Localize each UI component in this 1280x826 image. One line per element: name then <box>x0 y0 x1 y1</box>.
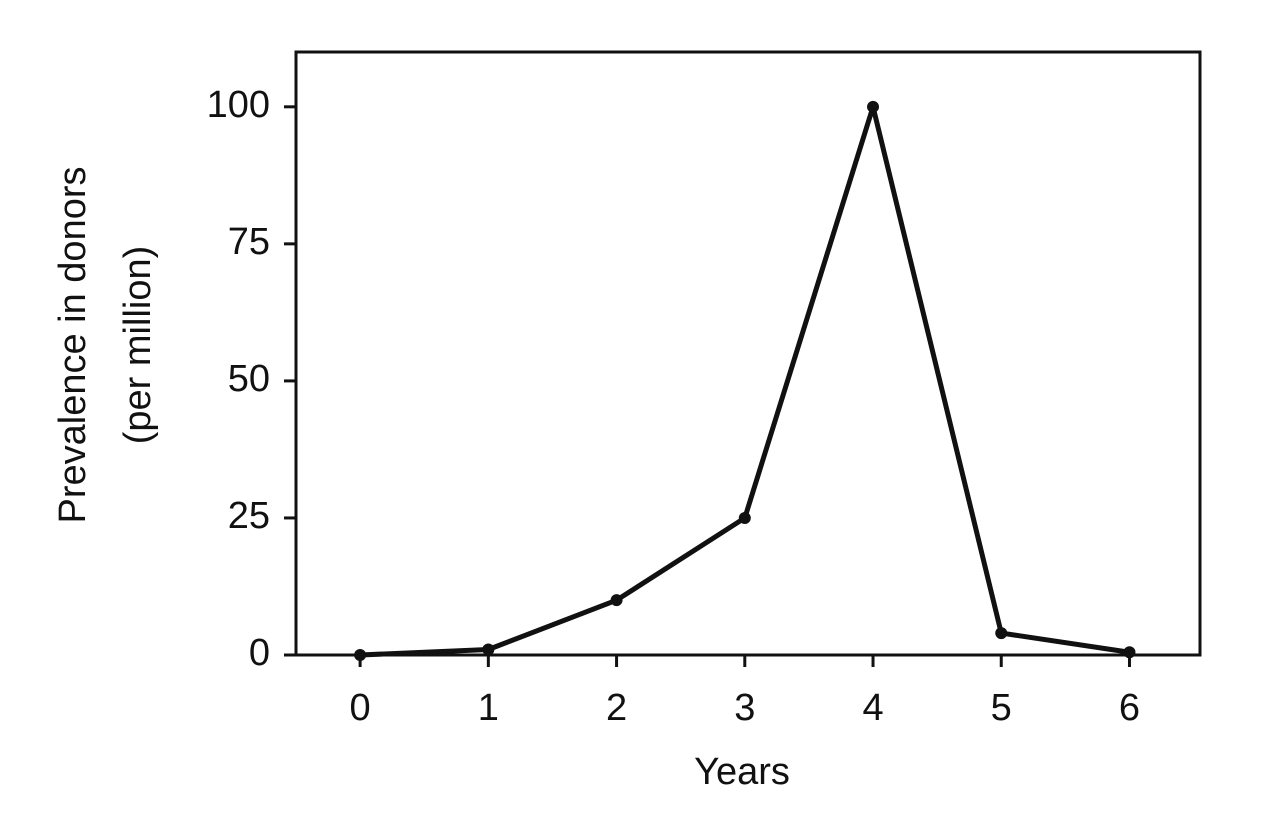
y-tick-label: 0 <box>249 632 270 674</box>
x-tick-label: 6 <box>1119 687 1140 729</box>
data-point <box>1123 646 1136 659</box>
y-tick-label: 75 <box>228 221 270 263</box>
y-tick-label: 25 <box>228 495 270 537</box>
x-tick-label: 5 <box>991 687 1012 729</box>
y-tick-label: 50 <box>228 358 270 400</box>
x-tick-label: 2 <box>606 687 627 729</box>
y-axis-label: Prevalence in donors <box>52 167 94 524</box>
x-tick-label: 3 <box>734 687 755 729</box>
x-tick-label: 4 <box>862 687 883 729</box>
data-point <box>482 643 495 656</box>
data-point <box>610 594 623 607</box>
y-tick-label: 100 <box>207 84 270 126</box>
plot-frame <box>294 50 1202 657</box>
data-point <box>738 511 751 524</box>
x-tick-label: 1 <box>478 687 499 729</box>
x-axis-label: Years <box>694 751 790 793</box>
data-point <box>995 627 1008 640</box>
data-point <box>354 649 367 661</box>
data-point <box>867 100 880 113</box>
y-axis-label: (per million) <box>117 246 159 444</box>
x-tick-label: 0 <box>350 687 371 729</box>
data-line <box>360 104 1130 658</box>
